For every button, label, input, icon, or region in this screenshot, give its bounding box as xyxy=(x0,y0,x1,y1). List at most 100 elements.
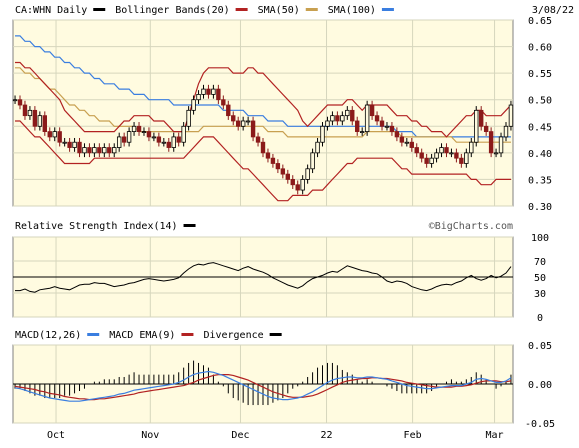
candle-body xyxy=(97,147,102,154)
candle-body xyxy=(280,168,286,175)
rsi-ytick-label: 0 xyxy=(537,313,543,324)
bollinger-upper-line xyxy=(15,61,512,138)
macd-ytick-label: 0.05 xyxy=(528,341,552,352)
candle-body xyxy=(102,147,107,154)
rsi-legend-label: Relative Strength Index(14) xyxy=(15,221,178,232)
candle-body xyxy=(260,141,266,154)
candle-body xyxy=(181,125,186,143)
x-axis: Oct Nov Dec 22 Feb Mar xyxy=(47,430,504,441)
candle-body xyxy=(404,141,410,144)
candle-body xyxy=(483,125,489,132)
candle-body xyxy=(335,115,340,122)
price-panel: 0.30 0.35 0.40 0.45 0.50 0.55 0.60 0.65 xyxy=(12,16,552,213)
candle-body xyxy=(439,147,444,154)
candle-body xyxy=(459,157,464,164)
candle-body xyxy=(300,179,305,191)
candle-body xyxy=(17,99,23,106)
candle-body xyxy=(201,88,206,95)
candle-body xyxy=(498,136,504,154)
candle-body xyxy=(493,152,499,155)
rsi-panel: 0 30 50 70 100 xyxy=(12,233,549,324)
candle-body xyxy=(27,109,33,117)
candle-body xyxy=(206,88,211,95)
candle-body xyxy=(196,94,201,101)
rsi-ytick-label: 70 xyxy=(534,257,546,268)
rsi-ytick-label: 100 xyxy=(531,233,549,244)
candle-body xyxy=(389,125,395,132)
x-axis-label: Mar xyxy=(486,430,504,441)
candle-body xyxy=(414,147,419,154)
candle-body xyxy=(409,141,414,148)
candle-body xyxy=(424,157,429,164)
candle-body xyxy=(42,115,48,132)
watermark: ©BigCharts.com xyxy=(429,221,513,232)
price-legend-swatch xyxy=(235,8,248,11)
price-ytick-label: 0.45 xyxy=(528,122,552,133)
candle-body xyxy=(112,147,117,154)
candle-body xyxy=(52,131,57,138)
macd-legend-label: MACD(12,26) xyxy=(15,330,81,341)
macd-ema-line xyxy=(14,374,512,401)
candle-body xyxy=(478,109,484,127)
candle-body xyxy=(32,109,38,127)
price-legend-label: Bollinger Bands(20) xyxy=(115,5,229,16)
candle-body xyxy=(310,152,315,170)
candle-body xyxy=(166,141,171,148)
candle-body xyxy=(325,120,330,127)
candle-body xyxy=(290,179,295,186)
price-ytick-label: 0.35 xyxy=(528,175,552,186)
candle-body xyxy=(315,141,320,154)
rsi-legend-swatch xyxy=(183,224,196,227)
price-ytick-label: 0.40 xyxy=(528,149,552,160)
macd-legend-swatch xyxy=(87,333,100,336)
date-label: 3/08/22 xyxy=(532,5,574,16)
candle-body xyxy=(285,173,290,180)
candle-body xyxy=(330,115,335,122)
bollinger-lower-line xyxy=(15,120,511,202)
macd-legend-swatch xyxy=(181,333,194,336)
candle-body xyxy=(221,99,226,106)
candle-body xyxy=(454,152,459,159)
candle-body xyxy=(211,88,216,95)
candle-body xyxy=(394,131,400,138)
price-ytick-label: 0.65 xyxy=(528,16,552,27)
price-ytick-label: 0.30 xyxy=(528,202,552,213)
x-axis-label: Oct xyxy=(47,430,65,441)
price-legend: CA:WHN Daily Bollinger Bands(20) SMA(50) SM… xyxy=(15,5,394,16)
candle-body xyxy=(245,120,251,123)
candle-body xyxy=(22,104,28,117)
x-axis-label: Nov xyxy=(141,430,159,441)
candle-body xyxy=(340,115,345,122)
candle-body xyxy=(374,115,380,122)
candle-body xyxy=(449,152,454,155)
candle-body xyxy=(77,141,82,154)
candle-body xyxy=(121,136,127,143)
price-plot-area xyxy=(12,19,514,207)
candle-body xyxy=(369,104,375,117)
candle-body xyxy=(126,131,132,143)
candle-body xyxy=(399,136,405,143)
candle-body xyxy=(419,152,424,159)
x-axis-label: Dec xyxy=(231,430,249,441)
candle-body xyxy=(191,99,196,111)
candle-body xyxy=(176,136,181,143)
candle-body xyxy=(250,120,256,138)
candle-body xyxy=(146,131,152,138)
candle-body xyxy=(236,120,241,127)
candle-body xyxy=(320,125,325,143)
price-legend-swatch xyxy=(305,8,318,11)
candle-body xyxy=(295,184,300,191)
candle-body xyxy=(107,147,112,154)
candle-body xyxy=(464,152,469,164)
price-ytick-label: 0.55 xyxy=(528,69,552,80)
candle-body xyxy=(508,104,514,127)
candle-body xyxy=(355,120,360,132)
macd-legend-swatch xyxy=(269,333,282,336)
candle-body xyxy=(305,168,310,180)
candle-body xyxy=(359,131,365,134)
x-axis-label: Feb xyxy=(404,430,422,441)
candle-body xyxy=(131,125,137,132)
candle-body xyxy=(226,104,231,117)
rsi-ytick-label: 50 xyxy=(534,273,546,284)
